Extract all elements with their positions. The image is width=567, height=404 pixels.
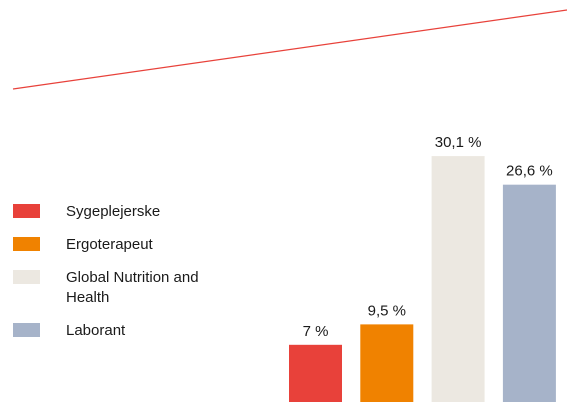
legend-swatch — [13, 204, 40, 218]
legend-label: Sygeplejerske — [66, 203, 161, 220]
value-label: 30,1 % — [435, 134, 482, 151]
legend-swatch — [13, 323, 40, 337]
bar — [360, 324, 414, 402]
legend-label: Ergoterapeut — [66, 236, 153, 253]
bar — [502, 184, 556, 402]
legend-swatch — [13, 237, 40, 251]
value-label: 7 % — [303, 323, 329, 340]
value-label: 9,5 % — [368, 302, 406, 319]
bar — [431, 156, 485, 402]
legend-swatch — [13, 270, 40, 284]
bar — [289, 344, 342, 402]
decor-line — [12, 9, 567, 90]
legend-label: Laborant — [66, 322, 126, 339]
value-label: 26,6 % — [506, 163, 553, 180]
legend-label: Global Nutrition and Health — [66, 269, 199, 306]
